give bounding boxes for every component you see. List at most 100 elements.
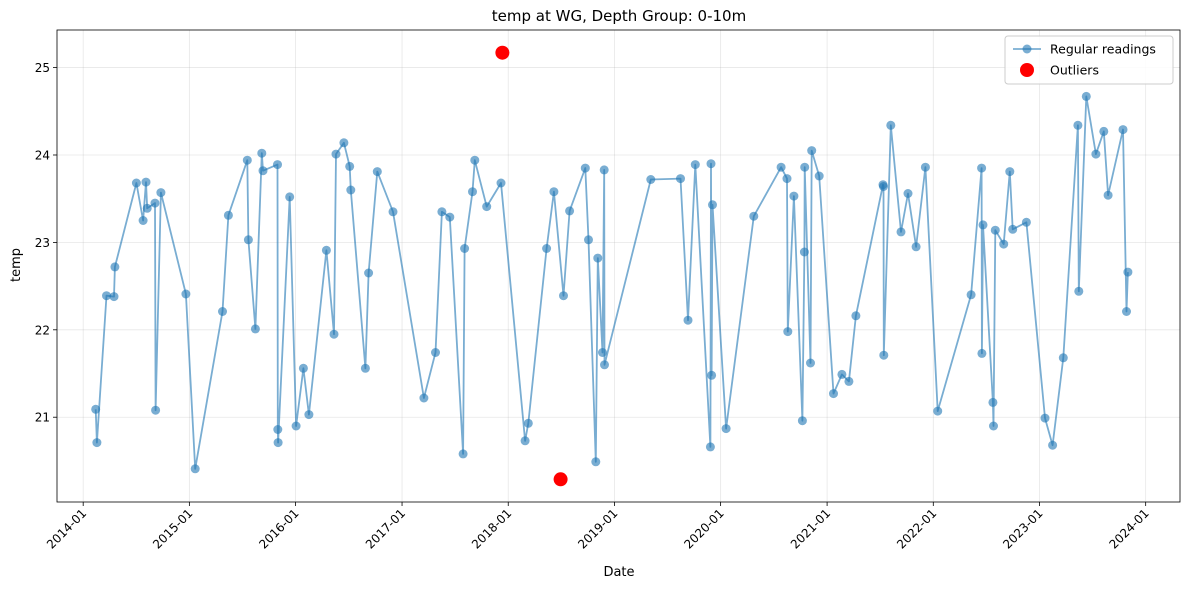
regular-reading-point <box>150 198 160 208</box>
regular-reading-point <box>829 389 838 399</box>
regular-reading-point <box>933 406 943 416</box>
regular-reading-point <box>837 369 847 379</box>
regular-reading-point <box>903 189 913 198</box>
regular-reading-point <box>273 438 283 448</box>
outlier-point <box>495 45 510 60</box>
regular-reading-point <box>242 155 252 165</box>
regular-reading-point <box>91 404 101 414</box>
regular-reading-point <box>151 405 161 415</box>
regular-reading-point <box>559 291 568 301</box>
regular-reading-point <box>896 227 906 237</box>
regular-reading-point <box>797 416 807 426</box>
regular-reading-point <box>190 464 200 474</box>
regular-reading-point <box>431 348 440 357</box>
regular-reading-point <box>181 289 191 299</box>
regular-reading-point <box>364 268 374 278</box>
regular-reading-point <box>291 421 301 431</box>
regular-reading-point <box>372 167 382 177</box>
regular-reading-point <box>331 149 341 159</box>
regular-reading-point <box>851 311 861 321</box>
regular-reading-point <box>1005 167 1015 177</box>
y-tick-label: 23 <box>35 236 50 250</box>
regular-reading-point <box>223 210 233 220</box>
regular-reading-point <box>273 160 282 170</box>
regular-reading-point <box>273 425 283 434</box>
series-layer <box>91 45 1133 487</box>
regular-reading-point <box>799 247 809 257</box>
regular-reading-point <box>1040 413 1050 423</box>
regular-reading-point <box>705 442 715 452</box>
regular-reading-point <box>109 292 119 302</box>
legend: Regular readings Outliers <box>1004 35 1174 85</box>
plot-frame <box>56 29 1181 503</box>
regular-reading-point <box>321 245 331 255</box>
regular-reading-point <box>683 315 693 325</box>
regular-reading-point <box>468 187 477 197</box>
regular-reading-point <box>776 162 786 172</box>
regular-reading-point <box>807 146 817 156</box>
regular-reading-point <box>707 370 717 380</box>
regular-reading-point <box>800 162 810 172</box>
regular-reading-point <box>304 410 314 420</box>
regular-reading-point <box>844 376 854 386</box>
regular-reading-point <box>496 178 506 188</box>
regular-reading-point <box>911 242 921 252</box>
outlier-point <box>553 472 568 487</box>
regular-reading-point <box>437 207 447 217</box>
legend-frame <box>1004 35 1174 85</box>
regular-reading-point <box>721 424 731 434</box>
regular-reading-point <box>1073 120 1083 130</box>
regular-reading-point <box>458 449 468 459</box>
regular-reading-point <box>600 360 609 370</box>
regular-reading-point <box>470 155 480 165</box>
regular-reading-point <box>584 235 593 245</box>
regular-reading-point <box>131 178 141 188</box>
regular-reading-point <box>591 457 601 467</box>
regular-reading-point <box>1048 440 1058 450</box>
regular-reading-point <box>1122 307 1131 316</box>
regular-reading-point <box>989 421 998 431</box>
regular-reading-point <box>1123 267 1133 277</box>
regular-reading-point <box>920 162 930 172</box>
regular-reading-point <box>886 120 896 130</box>
y-tick-label: 24 <box>35 148 50 162</box>
y-axis-label: temp <box>9 248 24 282</box>
regular-reading-point <box>388 207 398 217</box>
regular-reading-point <box>806 358 815 368</box>
regular-reading-point <box>329 329 339 339</box>
regular-reading-point <box>445 212 455 222</box>
regular-reading-point <box>520 436 530 446</box>
regular-reading-point <box>565 206 575 216</box>
regular-reading-point <box>156 188 166 198</box>
regular-reading-point <box>814 171 824 181</box>
regular-reading-point <box>419 393 429 403</box>
regular-reading-point <box>346 185 356 195</box>
legend-outlier-label: Outliers <box>1050 63 1099 78</box>
regular-reading-point <box>92 438 102 448</box>
regular-reading-point <box>1058 353 1068 363</box>
legend-regular-marker <box>1022 44 1032 54</box>
regular-reading-point <box>598 348 607 357</box>
y-tick-label: 21 <box>35 411 50 425</box>
legend-outlier-marker <box>1020 63 1034 77</box>
x-axis-label: Date <box>603 565 634 580</box>
regular-reading-point <box>676 174 685 184</box>
regular-reading-point <box>646 175 656 184</box>
regular-reading-point <box>339 138 349 148</box>
y-tick-label: 22 <box>35 323 50 337</box>
regular-reading-point <box>990 225 1000 235</box>
regular-reading-point <box>1099 126 1109 136</box>
regular-reading-point <box>1074 286 1084 296</box>
regular-reading-point <box>749 211 759 221</box>
regular-reading-point <box>1008 224 1018 234</box>
regular-reading-point <box>1021 217 1031 227</box>
regular-reading-point <box>977 163 987 173</box>
regular-reading-point <box>966 290 976 300</box>
regular-reading-point <box>257 148 267 158</box>
regular-reading-point <box>102 291 111 301</box>
regular-reading-point <box>243 235 253 245</box>
regular-reading-point <box>782 174 792 184</box>
regular-reading-point <box>141 177 151 187</box>
regular-reading-point <box>345 161 355 171</box>
